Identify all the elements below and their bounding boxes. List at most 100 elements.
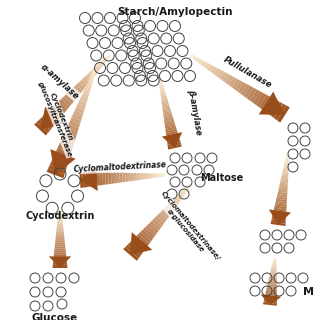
Polygon shape xyxy=(89,76,94,81)
Polygon shape xyxy=(111,172,114,184)
Polygon shape xyxy=(160,91,165,94)
Polygon shape xyxy=(130,232,152,255)
Polygon shape xyxy=(226,75,234,85)
Polygon shape xyxy=(187,184,191,188)
Polygon shape xyxy=(162,173,165,177)
Polygon shape xyxy=(223,73,230,83)
Polygon shape xyxy=(72,114,82,121)
Polygon shape xyxy=(271,102,283,118)
Polygon shape xyxy=(266,290,277,293)
Polygon shape xyxy=(163,208,171,216)
Polygon shape xyxy=(264,300,277,303)
Polygon shape xyxy=(182,188,188,194)
Polygon shape xyxy=(267,284,277,287)
Polygon shape xyxy=(277,106,290,123)
Polygon shape xyxy=(56,231,64,233)
Polygon shape xyxy=(76,104,85,110)
Polygon shape xyxy=(130,240,144,253)
Polygon shape xyxy=(158,212,168,221)
Polygon shape xyxy=(271,222,285,226)
Polygon shape xyxy=(107,54,111,59)
Polygon shape xyxy=(84,75,92,83)
Polygon shape xyxy=(272,264,276,266)
Polygon shape xyxy=(165,126,176,131)
Polygon shape xyxy=(163,113,172,117)
Polygon shape xyxy=(272,262,276,265)
Polygon shape xyxy=(204,63,211,69)
Polygon shape xyxy=(283,166,289,169)
Polygon shape xyxy=(55,243,65,245)
Polygon shape xyxy=(69,89,78,98)
Polygon shape xyxy=(139,232,151,244)
Polygon shape xyxy=(142,173,145,180)
Polygon shape xyxy=(247,88,257,100)
Polygon shape xyxy=(273,212,286,217)
Polygon shape xyxy=(57,224,63,226)
Polygon shape xyxy=(284,164,289,167)
Polygon shape xyxy=(256,93,267,107)
Polygon shape xyxy=(274,205,286,210)
Polygon shape xyxy=(56,235,64,237)
Polygon shape xyxy=(178,193,184,198)
Polygon shape xyxy=(164,122,175,126)
Polygon shape xyxy=(217,70,224,78)
Polygon shape xyxy=(163,108,171,113)
Polygon shape xyxy=(152,219,162,228)
Polygon shape xyxy=(54,254,66,256)
Polygon shape xyxy=(56,229,64,231)
Polygon shape xyxy=(125,173,128,182)
Polygon shape xyxy=(79,80,87,88)
Polygon shape xyxy=(259,95,270,109)
Polygon shape xyxy=(125,245,140,258)
Polygon shape xyxy=(55,241,65,243)
Polygon shape xyxy=(168,142,181,147)
Polygon shape xyxy=(165,124,176,129)
Polygon shape xyxy=(67,92,76,101)
Polygon shape xyxy=(52,106,63,117)
Polygon shape xyxy=(268,279,277,282)
Polygon shape xyxy=(276,199,287,203)
Text: Maltose: Maltose xyxy=(200,173,244,183)
Text: α-amylase: α-amylase xyxy=(39,62,81,101)
Polygon shape xyxy=(122,173,125,182)
Polygon shape xyxy=(276,196,287,200)
Polygon shape xyxy=(282,173,288,176)
Polygon shape xyxy=(89,70,96,77)
Polygon shape xyxy=(238,82,247,94)
Polygon shape xyxy=(119,173,123,183)
Polygon shape xyxy=(88,172,92,187)
Polygon shape xyxy=(116,173,120,183)
Polygon shape xyxy=(154,173,156,178)
Polygon shape xyxy=(86,73,94,80)
Polygon shape xyxy=(78,100,86,107)
Polygon shape xyxy=(148,173,151,179)
Polygon shape xyxy=(58,210,62,212)
Polygon shape xyxy=(274,208,286,212)
Polygon shape xyxy=(268,100,280,116)
Polygon shape xyxy=(213,68,220,76)
Polygon shape xyxy=(145,225,157,236)
Polygon shape xyxy=(149,221,160,231)
Polygon shape xyxy=(82,172,86,188)
Polygon shape xyxy=(163,111,172,115)
Polygon shape xyxy=(161,100,168,103)
Polygon shape xyxy=(267,287,277,290)
Polygon shape xyxy=(101,59,107,64)
Polygon shape xyxy=(198,59,204,65)
Polygon shape xyxy=(259,92,285,115)
Polygon shape xyxy=(176,195,182,201)
Polygon shape xyxy=(279,185,288,188)
Text: Cyclodextrin
glucosyltransferase: Cyclodextrin glucosyltransferase xyxy=(37,78,79,158)
Polygon shape xyxy=(264,298,277,301)
Text: M: M xyxy=(302,287,314,297)
Polygon shape xyxy=(136,234,149,246)
Polygon shape xyxy=(134,236,148,248)
Polygon shape xyxy=(167,138,180,143)
Polygon shape xyxy=(180,190,186,196)
Polygon shape xyxy=(96,63,102,69)
Polygon shape xyxy=(58,214,62,216)
Polygon shape xyxy=(82,77,89,85)
Polygon shape xyxy=(64,131,76,139)
Polygon shape xyxy=(80,172,83,188)
Polygon shape xyxy=(166,131,178,136)
